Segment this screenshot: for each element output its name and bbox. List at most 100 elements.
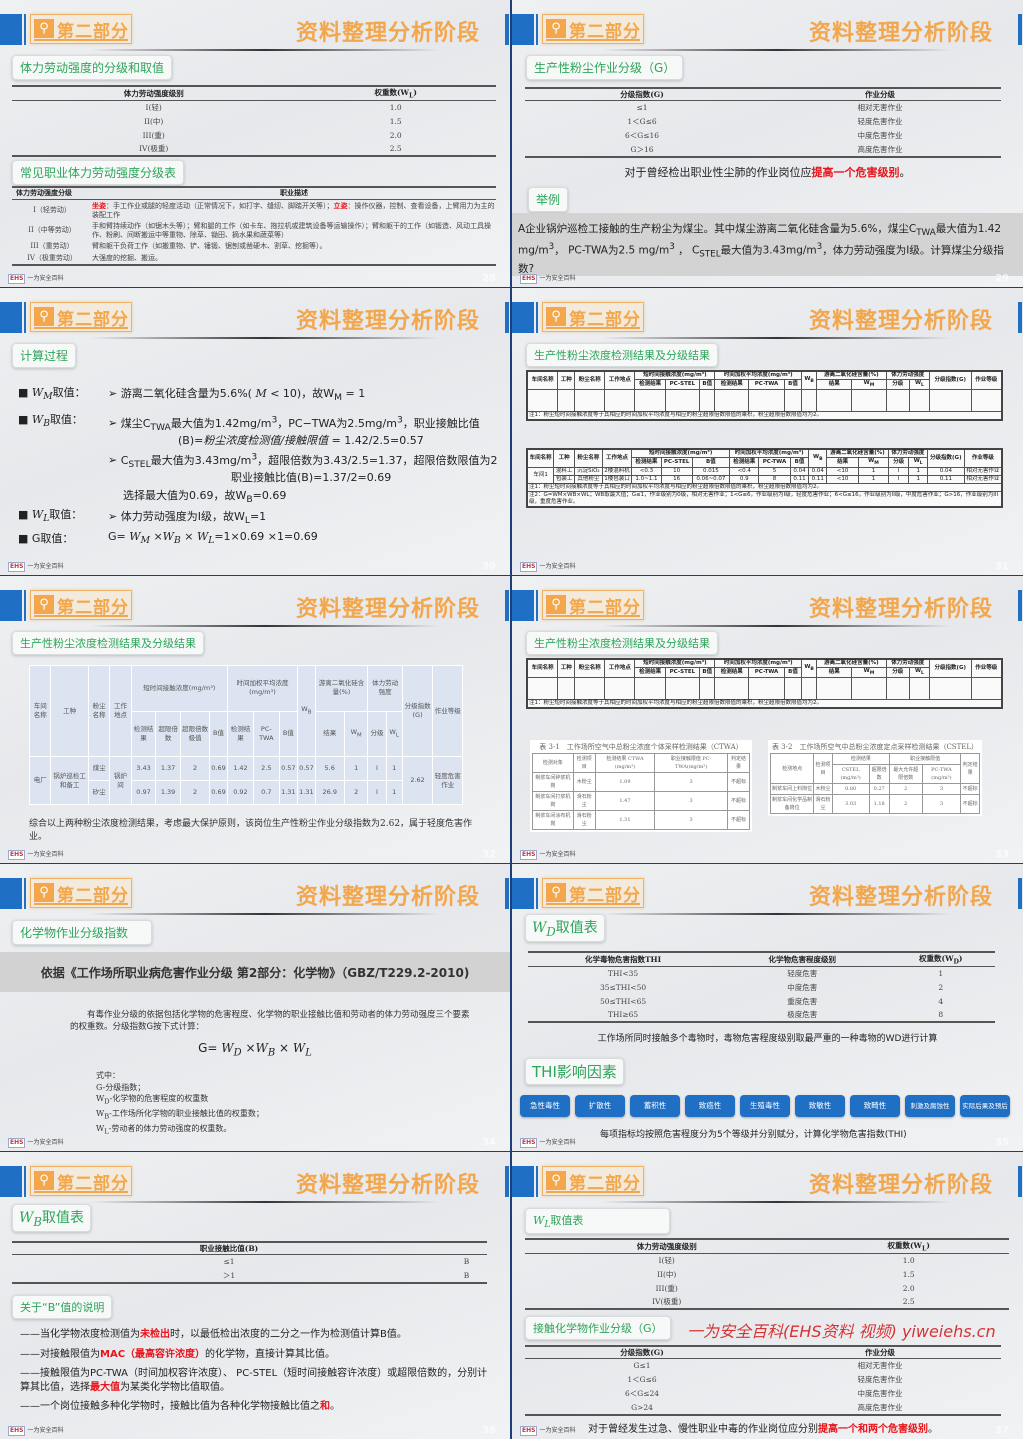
table-cell: 1＜G≤6: [627, 117, 657, 126]
note: 对于曾经发生过急、慢性职业中毒的作业岗位应分别提高一个和两个危害级别。: [588, 1424, 938, 1435]
table-cell: 中度危害作业: [857, 131, 903, 140]
table-cell: 包装工: [553, 475, 575, 485]
ehs-logo: EHS: [520, 274, 538, 284]
table-cell: 不超标: [726, 772, 751, 792]
table-row: THI<35 轻度危害 1: [528, 966, 995, 980]
table-cell: [526, 677, 559, 701]
subtitle: 生产性粉尘浓度检测结果及分级结果: [526, 343, 718, 367]
column-header: PC-STEL: [664, 378, 701, 391]
subtitle: 生产性粉尘浓度检测结果及分级结果: [526, 631, 718, 655]
table-cell: [574, 677, 606, 701]
page-number: 34: [482, 1137, 496, 1148]
table-cell: ＞1: [222, 1270, 236, 1280]
note-line: ——对接触限值为MAC（最高容许浓度）的化学物，直接计算其比值。: [20, 1349, 336, 1360]
header-blue-bar: [536, 878, 538, 909]
header-blue-bar: [24, 590, 26, 621]
thi-factor-button[interactable]: 扩散性: [575, 1095, 625, 1117]
section-underline: [546, 615, 640, 617]
table-cell: 1楼包装口: [601, 475, 633, 485]
table-cell: 3: [654, 791, 728, 811]
column-header: 分级: [885, 666, 910, 679]
slide-35: WD取值表 化学毒物危害指数THI 化学物危害程度级别 权重数(WD) THI<35 轻…: [512, 864, 1023, 1151]
table-cell: <10: [826, 475, 860, 485]
ehs-logo: EHS: [520, 1138, 538, 1148]
table-cell: 1: [385, 780, 403, 805]
table-cell: II(中): [144, 116, 164, 126]
page-number: 32: [482, 849, 496, 860]
section-label: 第二部分: [57, 310, 129, 330]
column-header: 结果: [816, 666, 853, 679]
column-header: 检测结果: [631, 456, 662, 469]
table-cell: 1.31: [278, 780, 299, 805]
header-divider: [90, 337, 440, 339]
thi-factor-button[interactable]: 致敏性: [795, 1095, 845, 1117]
column-header: B值: [783, 378, 803, 391]
section-label: 第二部分: [569, 598, 641, 618]
label: WL取值：: [31, 508, 83, 525]
subtitle: 举例: [528, 187, 569, 212]
section-badge: ⚲ 第二部分: [542, 14, 644, 44]
calc-line: G= WM ×WB × WL=1×0.69 ×1=0.69: [108, 530, 318, 547]
slide-29: 生产性粉尘作业分级（G） 分级指数(G) 作业分级 ≤1 相对无害作业 1＜G≤6 轻度危…: [512, 0, 1023, 287]
column-header: WM: [851, 378, 887, 391]
header-right-bar: [1018, 1166, 1022, 1197]
header-blue-bar: [24, 14, 26, 45]
table-cell: 相对无害作业: [857, 103, 903, 113]
column-header: 体力劳动强度: [887, 448, 928, 458]
column-header: 车间名称: [526, 370, 559, 391]
column-header: 时间加权平均浓度(mg/m³): [714, 658, 803, 668]
thi-factor-button[interactable]: 生殖毒性: [740, 1095, 790, 1117]
table-row: 1＜G≤6 轻度危害作业: [525, 1373, 1001, 1387]
column-header: WL: [908, 456, 928, 469]
labor-intensity-table: 体力劳动强度分级 职业描述 I（轻劳动） 坐姿：手工作业或腿的轻度活动（正常情况下，如…: [12, 186, 496, 266]
table-cell: 1: [908, 467, 928, 477]
thi-factor-button[interactable]: 实际后果及预后: [960, 1095, 1010, 1117]
thi-factor-button[interactable]: 刺激及腐蚀性: [905, 1095, 955, 1117]
header-blue-block: [0, 1166, 22, 1197]
thi-factor-button[interactable]: 蓄积性: [630, 1095, 680, 1117]
header-divider: [90, 913, 440, 915]
table-cell: 1.39: [155, 780, 181, 805]
table-row: II（中等劳动） 手和臂持续动作（如锯木头等）；臂和腿的工作（如卡车、拖拉机或建筑…: [12, 221, 496, 241]
table-caption: 表 3-1 工作场所空气中总粉尘浓度个体采样检测结果（CTWA）: [539, 743, 743, 751]
table-cell: II(中): [657, 1269, 677, 1279]
thi-factor-button[interactable]: 致癌性: [685, 1095, 735, 1117]
column-header: 检测结果: [714, 666, 750, 679]
table-cell: 高度危害作业: [857, 144, 903, 154]
table-cell: 3.03: [831, 794, 870, 814]
table-row: 6＜G≤16 中度危害作业: [525, 129, 1001, 143]
table-cell: 手和臂持续动作（如锯木头等）；臂和腿的工作（如卡车、拖拉机或建筑设备等运输操作）…: [92, 221, 491, 239]
table-row: ≤1 B: [12, 1255, 487, 1269]
subtitle: 计算过程: [12, 343, 77, 368]
page-number: 35: [995, 1137, 1009, 1148]
table-row: ＞1 B: [12, 1269, 487, 1283]
column-header: 职业接触限值: [888, 753, 962, 765]
table-cell: [714, 389, 750, 413]
search-icon: ⚲: [546, 1171, 566, 1190]
thi-factor-button[interactable]: 急性毒性: [520, 1095, 570, 1117]
table-cell: 0.9: [729, 475, 760, 485]
thi-factor-button[interactable]: 致畸性: [850, 1095, 900, 1117]
column-header: 体力劳动强度级别: [525, 1239, 809, 1254]
slide-37: WL取值表 体力劳动强度级别 权重数(WL) I(轻) 1.0 II(中) 1.5 III(…: [512, 1152, 1023, 1439]
header-blue-bar: [536, 302, 538, 333]
footer-logo: EHS 一为安全百科: [520, 562, 575, 572]
ehs-logo: EHS: [8, 850, 26, 860]
column-header: 结果: [816, 378, 853, 391]
slide-33: 生产性粉尘浓度检测结果及分级结果 车间名称 工种 粉尘名称 工作地点 短时间接触浓度(m…: [512, 576, 1023, 863]
table-row: 包装工 其他粉尘 1楼包装口 1.0~1.1 16 0.06~0.07 0.9 8 0.11 0.…: [527, 475, 1003, 485]
table-caption: 表 3-2 工作场所空气中总粉尘浓度定点采样检测结果（CSTEL）: [771, 743, 979, 751]
column-header: 检测结果: [634, 378, 666, 391]
table-cell: 5.6: [314, 756, 345, 782]
section-badge: ⚲ 第二部分: [30, 14, 132, 44]
table-cell: 0.97: [130, 780, 157, 805]
table-cell: 2.0: [902, 1283, 915, 1293]
column-header: 检测结果: [831, 753, 890, 765]
table-row: 矽尘 0.97 1.39 2 0.69 0.92 0.7 1.31 1.31 26.9 2 I 1: [30, 780, 463, 805]
footer-logo: EHS 一为安全百科: [8, 274, 63, 284]
table-cell: 1: [908, 475, 928, 485]
logo-text: 一为安全百科: [27, 275, 64, 282]
column-header: 分级: [367, 710, 387, 758]
subtitle: 关于“B”值的说明: [12, 1295, 113, 1319]
section-underline: [546, 39, 640, 41]
